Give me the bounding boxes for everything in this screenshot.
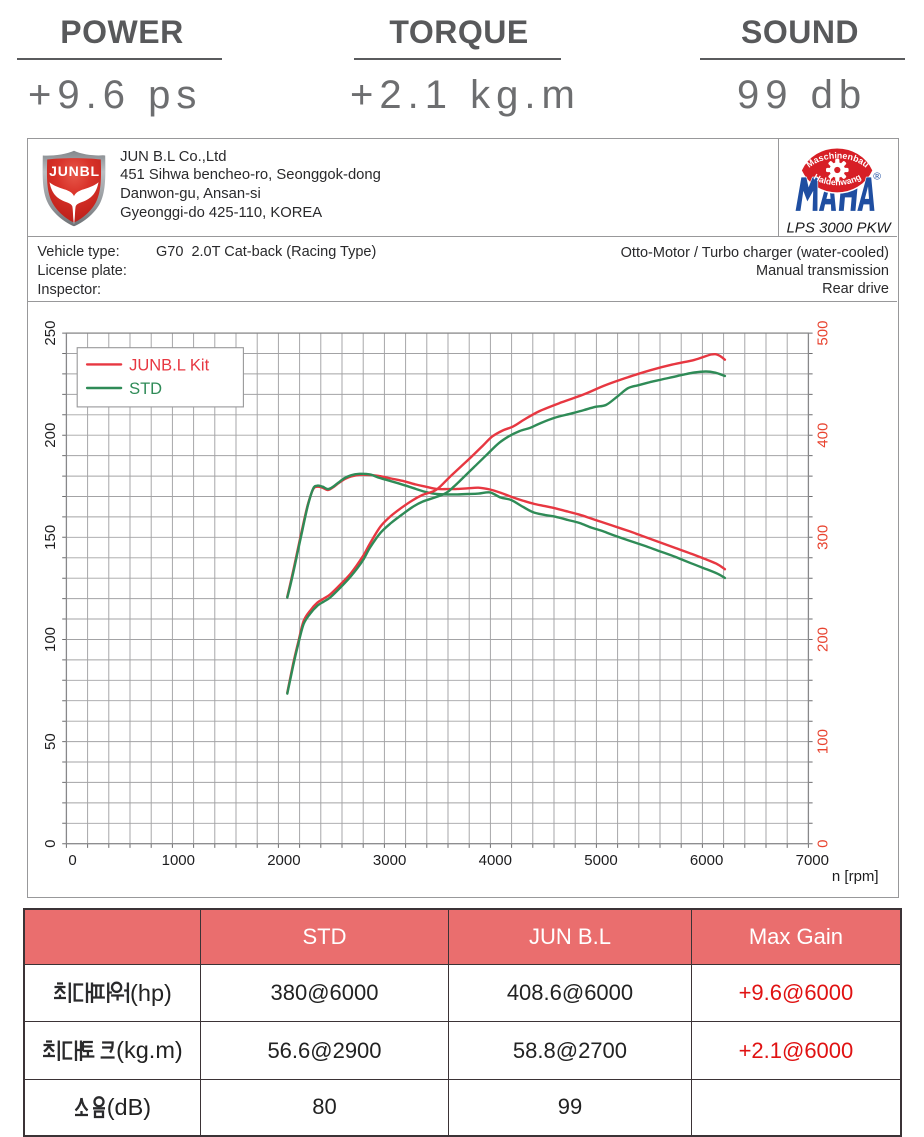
svg-text:100: 100 <box>815 729 832 754</box>
svg-text:200: 200 <box>42 422 59 447</box>
svg-text:Haldenwang: Haldenwang <box>812 171 863 187</box>
svg-text:250: 250 <box>42 320 59 345</box>
svg-text:100: 100 <box>42 626 59 651</box>
svg-text:50: 50 <box>42 733 59 750</box>
svg-text:JUNB.L Kit: JUNB.L Kit <box>129 356 209 374</box>
svg-text:STD: STD <box>129 380 162 398</box>
svg-text:2000: 2000 <box>267 852 300 869</box>
svg-text:0: 0 <box>68 852 76 869</box>
svg-text:7000: 7000 <box>796 852 829 869</box>
svg-text:0: 0 <box>815 839 832 847</box>
svg-text:5000: 5000 <box>584 852 617 869</box>
svg-text:500: 500 <box>815 320 832 345</box>
svg-text:200: 200 <box>815 626 832 651</box>
svg-text:®: ® <box>873 170 881 182</box>
svg-text:0: 0 <box>42 839 59 847</box>
svg-text:3000: 3000 <box>373 852 406 869</box>
svg-text:1000: 1000 <box>162 852 195 869</box>
svg-text:JUNBL: JUNBL <box>50 163 101 179</box>
svg-text:300: 300 <box>815 524 832 549</box>
svg-text:6000: 6000 <box>690 852 723 869</box>
svg-text:400: 400 <box>815 422 832 447</box>
svg-text:LPS 3000 PKW: LPS 3000 PKW <box>786 219 892 236</box>
svg-text:n [rpm]: n [rpm] <box>832 868 879 885</box>
svg-text:150: 150 <box>42 524 59 549</box>
svg-text:4000: 4000 <box>479 852 512 869</box>
